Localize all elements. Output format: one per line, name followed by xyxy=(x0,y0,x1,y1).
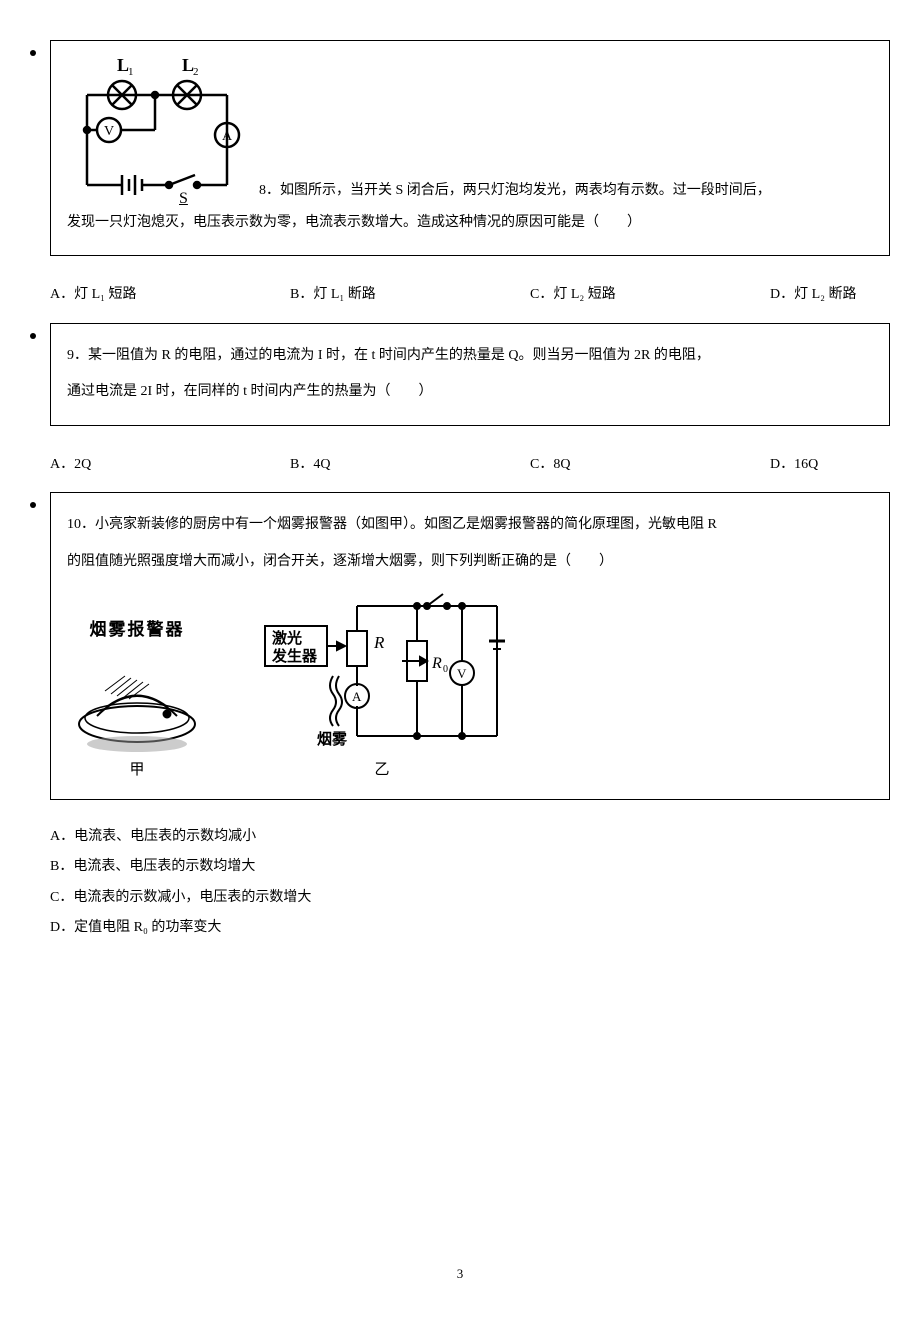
q9-options: A．2Q B．4Q C．8Q D．16Q xyxy=(50,452,920,479)
voltmeter-label: V xyxy=(104,124,114,139)
q10-options: A．电流表、电压表的示数均减小 B．电流表、电压表的示数均增大 C．电流表的示数… xyxy=(50,824,890,942)
svg-text:1: 1 xyxy=(128,66,134,78)
q8-text-part1: 8．如图所示，当开关 S 闭合后，两只灯泡均发光，两表均有示数。过一段时间后， xyxy=(259,178,873,205)
list-bullet xyxy=(30,502,36,508)
q10-fig-a-label: 甲 xyxy=(67,756,207,785)
ammeter-label: A xyxy=(352,689,362,704)
q10-text-line1: 10．小亮家新装修的厨房中有一个烟雾报警器（如图甲）。如图乙是烟雾报警器的简化原… xyxy=(67,507,873,543)
q10-option-d[interactable]: D．定值电阻 R₀ 的功率变大 xyxy=(50,915,890,942)
q8-option-d[interactable]: D．灯 L₂ 断路 xyxy=(770,282,920,309)
q10-option-a[interactable]: A．电流表、电压表的示数均减小 xyxy=(50,824,890,851)
q8-circuit-figure: L 1 L 2 V A S xyxy=(67,55,247,205)
q10-fig-b-label: 乙 xyxy=(247,756,517,785)
switch-label: S xyxy=(179,190,188,205)
svg-text:2: 2 xyxy=(193,66,199,78)
question-10: 10．小亮家新装修的厨房中有一个烟雾报警器（如图甲）。如图乙是烟雾报警器的简化原… xyxy=(50,492,890,799)
list-bullet xyxy=(30,333,36,339)
q9-option-a[interactable]: A．2Q xyxy=(50,452,290,479)
q8-text-part2: 发现一只灯泡熄灭，电压表示数为零，电流表示数增大。造成这种情况的原因可能是（ ） xyxy=(67,205,873,241)
q9-option-c[interactable]: C．8Q xyxy=(530,452,770,479)
q8-options: A．灯 L₁ 短路 B．灯 L₁ 断路 C．灯 L₂ 短路 D．灯 L₂ 断路 xyxy=(50,282,920,309)
q10-option-c[interactable]: C．电流表的示数减小，电压表的示数增大 xyxy=(50,885,890,912)
q10-text-line2: 的阻值随光照强度增大而减小，闭合开关，逐渐增大烟雾，则下列判断正确的是（ ） xyxy=(67,544,873,580)
svg-text:0: 0 xyxy=(443,664,448,675)
q9-text-line1: 9．某一阻值为 R 的电阻，通过的电流为 I 时，在 t 时间内产生的热量是 Q… xyxy=(67,338,873,374)
question-9: 9．某一阻值为 R 的电阻，通过的电流为 I 时，在 t 时间内产生的热量是 Q… xyxy=(50,323,890,426)
q8-option-a[interactable]: A．灯 L₁ 短路 xyxy=(50,282,290,309)
ammeter-label: A xyxy=(222,129,233,144)
q9-text-line2: 通过电流是 2I 时，在同样的 t 时间内产生的热量为（ ） xyxy=(67,374,873,410)
question-8: L 1 L 2 V A S 8．如图所示，当开关 S 闭合后，两只灯泡均发光，两… xyxy=(50,40,890,256)
laser-label: 激光 xyxy=(272,629,302,647)
q8-option-c[interactable]: C．灯 L₂ 短路 xyxy=(530,282,770,309)
q10-fig-a-title: 烟雾报警器 xyxy=(67,614,207,646)
q10-option-b[interactable]: B．电流表、电压表的示数均增大 xyxy=(50,854,890,881)
smoke-label: 烟雾 xyxy=(317,730,348,748)
q10-figure-b: 激光 发生器 R A R 0 V 烟雾 乙 xyxy=(247,586,517,785)
q8-option-b[interactable]: B．灯 L₁ 断路 xyxy=(290,282,530,309)
r0-label: R xyxy=(431,655,442,672)
voltmeter-label: V xyxy=(457,666,467,681)
r-label: R xyxy=(373,633,385,652)
q9-option-b[interactable]: B．4Q xyxy=(290,452,530,479)
page-number: 3 xyxy=(30,1262,890,1287)
svg-text:发生器: 发生器 xyxy=(271,647,318,665)
q9-option-d[interactable]: D．16Q xyxy=(770,452,920,479)
list-bullet xyxy=(30,50,36,56)
q10-figure-a: 烟雾报警器 xyxy=(67,614,207,785)
